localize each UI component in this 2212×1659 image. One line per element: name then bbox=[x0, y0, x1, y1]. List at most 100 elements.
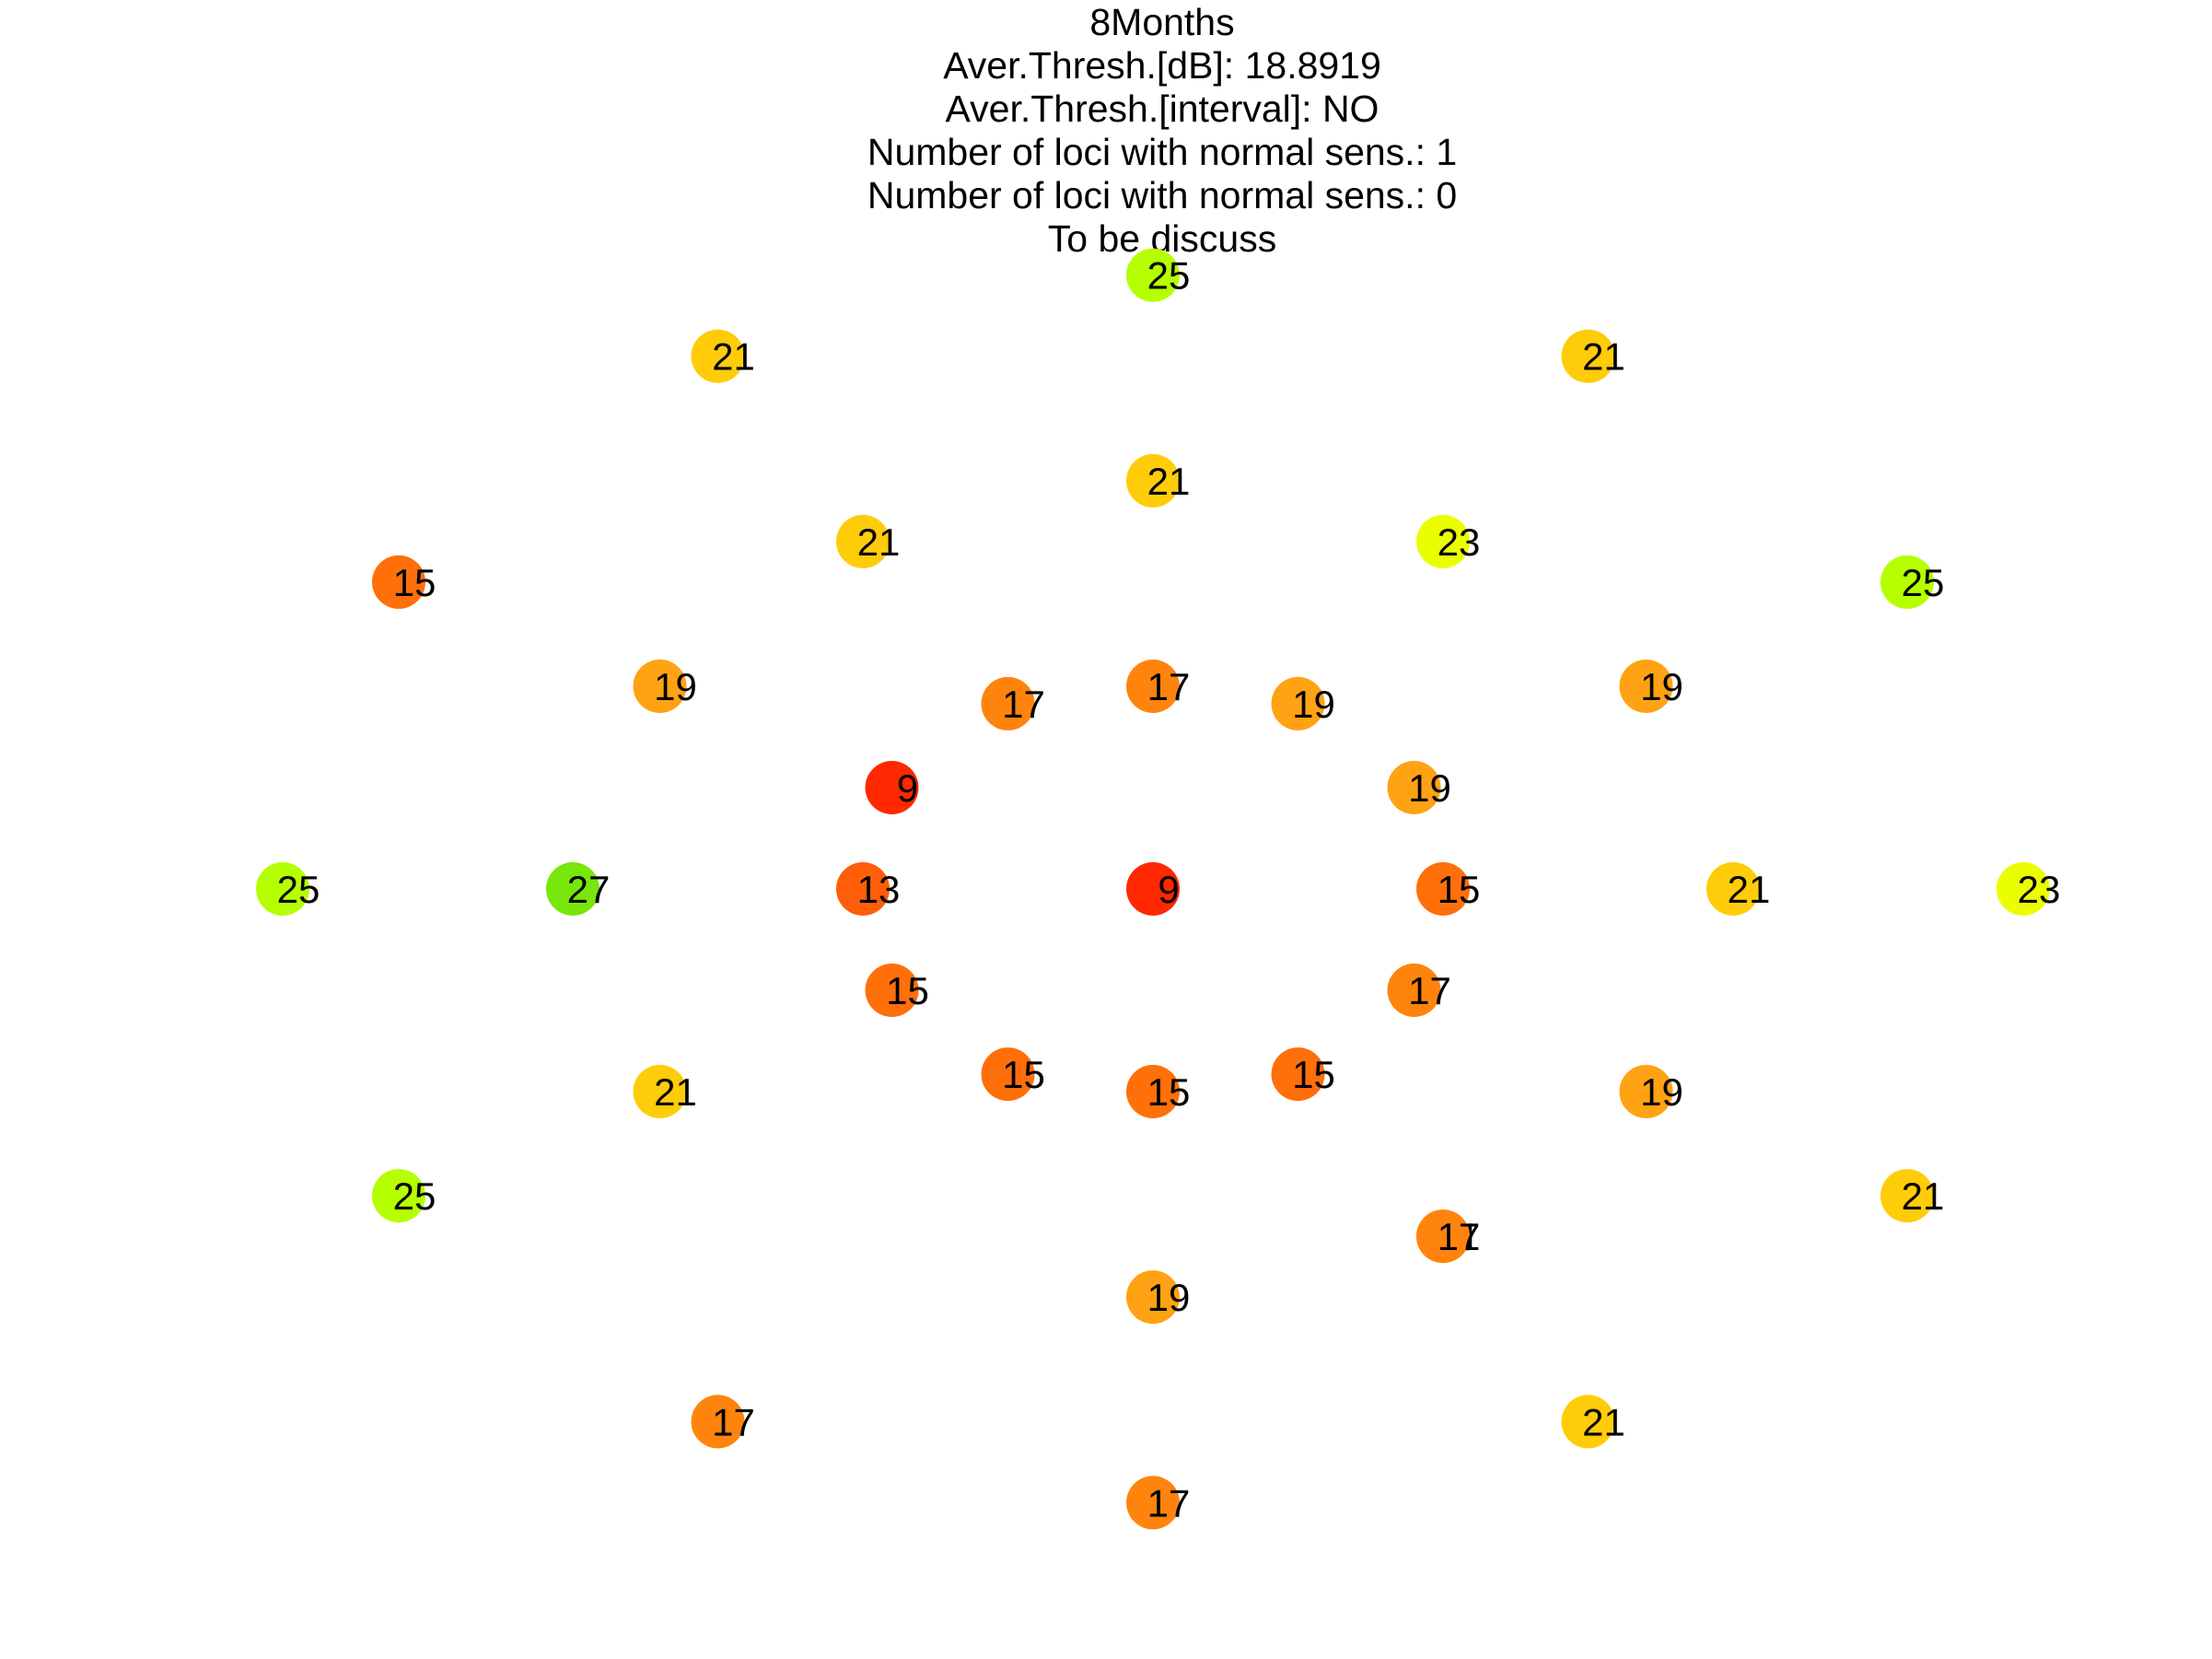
threshold-marker bbox=[836, 862, 890, 916]
threshold-value-label: 23 bbox=[2018, 868, 2061, 911]
title-line: 8Months bbox=[1089, 1, 1234, 43]
threshold-point: 9 bbox=[865, 761, 919, 814]
threshold-marker bbox=[1126, 1065, 1180, 1118]
threshold-marker bbox=[1271, 1047, 1325, 1102]
threshold-point: 21 bbox=[1880, 1169, 1945, 1223]
chart-title: 8Months Aver.Thresh.[dB]: 18.8919 Aver.T… bbox=[867, 1, 1457, 260]
threshold-value-label: 9 bbox=[1158, 868, 1179, 911]
subtitle-average-threshold-interval: Aver.Thresh.[interval]: NO bbox=[946, 88, 1380, 130]
threshold-point: 15 bbox=[865, 964, 929, 1017]
threshold-marker bbox=[1387, 964, 1441, 1017]
threshold-marker bbox=[1880, 555, 1934, 609]
threshold-marker bbox=[1561, 329, 1615, 383]
threshold-value-label: 17 bbox=[1147, 1481, 1191, 1525]
threshold-point: 25 bbox=[1880, 555, 1944, 609]
threshold-point: 17 bbox=[691, 1395, 755, 1449]
threshold-value-label: 19 bbox=[1640, 1070, 1683, 1114]
threshold-value-label: 19 bbox=[1408, 766, 1451, 810]
threshold-point: 17 bbox=[1416, 1209, 1481, 1264]
threshold-marker bbox=[1619, 1065, 1673, 1118]
threshold-point: 27 bbox=[546, 862, 610, 916]
threshold-marker bbox=[1619, 660, 1673, 713]
threshold-value-label: 21 bbox=[654, 1070, 697, 1114]
threshold-marker bbox=[1416, 514, 1470, 568]
threshold-point: 17 bbox=[981, 676, 1045, 730]
threshold-marker bbox=[691, 329, 745, 383]
threshold-value-label: 25 bbox=[393, 1174, 437, 1218]
threshold-value-label: 15 bbox=[1147, 1070, 1191, 1114]
threshold-point: 19 bbox=[1271, 676, 1335, 730]
threshold-marker bbox=[1126, 1270, 1180, 1325]
threshold-marker bbox=[546, 862, 600, 916]
threshold-point: 19 bbox=[1619, 1065, 1683, 1118]
threshold-value-label: 17 bbox=[1002, 683, 1045, 726]
threshold-marker bbox=[981, 676, 1035, 730]
threshold-marker bbox=[1706, 862, 1760, 916]
threshold-value-label: 21 bbox=[1728, 868, 1771, 911]
threshold-value-label: 19 bbox=[1640, 665, 1683, 708]
threshold-value-label: 15 bbox=[886, 969, 929, 1012]
threshold-point: 19 bbox=[1619, 660, 1683, 713]
threshold-point: 17 bbox=[1387, 964, 1451, 1017]
threshold-marker bbox=[1880, 1169, 1934, 1223]
threshold-point: 15 bbox=[372, 555, 436, 609]
threshold-marker bbox=[633, 660, 687, 713]
threshold-value-label: 19 bbox=[1147, 1276, 1191, 1319]
threshold-marker bbox=[633, 1065, 687, 1118]
threshold-value-label: 13 bbox=[857, 868, 901, 911]
threshold-point: 25 bbox=[256, 862, 320, 916]
threshold-value-label: 21 bbox=[1582, 335, 1625, 379]
threshold-value-label: 19 bbox=[654, 665, 697, 708]
threshold-marker bbox=[1387, 761, 1441, 814]
threshold-point: 21 bbox=[1706, 862, 1770, 916]
threshold-value-label: 25 bbox=[277, 868, 320, 911]
threshold-marker bbox=[1416, 1209, 1470, 1264]
threshold-marker bbox=[865, 964, 919, 1017]
threshold-point: 19 bbox=[1126, 1270, 1191, 1325]
subtitle-average-threshold: Aver.Thresh.[dB]: 18.8919 bbox=[943, 44, 1381, 87]
threshold-marker bbox=[1997, 862, 2050, 916]
threshold-point: 13 bbox=[836, 862, 900, 916]
threshold-value-label: 25 bbox=[1147, 254, 1191, 298]
threshold-marker bbox=[256, 862, 309, 916]
threshold-value-label: 19 bbox=[1292, 683, 1335, 726]
threshold-value-label: 21 bbox=[1582, 1400, 1625, 1443]
threshold-point: 9 bbox=[1126, 862, 1180, 916]
threshold-point: 19 bbox=[1387, 761, 1451, 814]
threshold-value-label: 21 bbox=[1147, 460, 1191, 503]
threshold-point: 25 bbox=[372, 1169, 437, 1223]
subtitle-normal-loci-count-second: Number of loci with normal sens.: 0 bbox=[867, 174, 1457, 216]
threshold-point: 23 bbox=[1416, 514, 1481, 568]
threshold-point: 15 bbox=[1126, 1065, 1190, 1118]
threshold-value-label: 17 bbox=[1147, 665, 1191, 708]
threshold-value-label: 17 bbox=[1408, 969, 1451, 1012]
threshold-marker bbox=[1126, 660, 1180, 713]
threshold-marker bbox=[1561, 1395, 1615, 1449]
threshold-marker bbox=[981, 1047, 1035, 1102]
threshold-value-label: 15 bbox=[1002, 1053, 1045, 1096]
threshold-marker bbox=[691, 1395, 745, 1449]
threshold-point: 21 bbox=[1561, 1395, 1625, 1449]
threshold-value-label: 15 bbox=[1292, 1053, 1335, 1096]
threshold-marker bbox=[1126, 248, 1180, 302]
threshold-point: 15 bbox=[1416, 862, 1480, 916]
threshold-value-label: 9 bbox=[897, 766, 918, 810]
threshold-marker bbox=[372, 555, 425, 609]
threshold-marker bbox=[1271, 676, 1325, 730]
threshold-value-label: 15 bbox=[393, 561, 437, 604]
threshold-point: 25 bbox=[1126, 248, 1191, 302]
threshold-marker bbox=[1416, 862, 1470, 916]
threshold-value-label: 27 bbox=[567, 868, 611, 911]
threshold-value-label: 23 bbox=[1438, 520, 1481, 564]
threshold-marker bbox=[1126, 1476, 1180, 1530]
threshold-value-label: 17 bbox=[712, 1400, 755, 1443]
threshold-value-label: 17 bbox=[1438, 1215, 1481, 1258]
threshold-point: 15 bbox=[981, 1047, 1045, 1102]
subtitle-normal-loci-count: Number of loci with normal sens.: 1 bbox=[867, 131, 1457, 173]
threshold-point: 21 bbox=[1126, 453, 1191, 508]
threshold-point: 19 bbox=[633, 660, 697, 713]
threshold-value-label: 21 bbox=[1902, 1174, 1945, 1218]
threshold-point: 21 bbox=[691, 329, 755, 383]
